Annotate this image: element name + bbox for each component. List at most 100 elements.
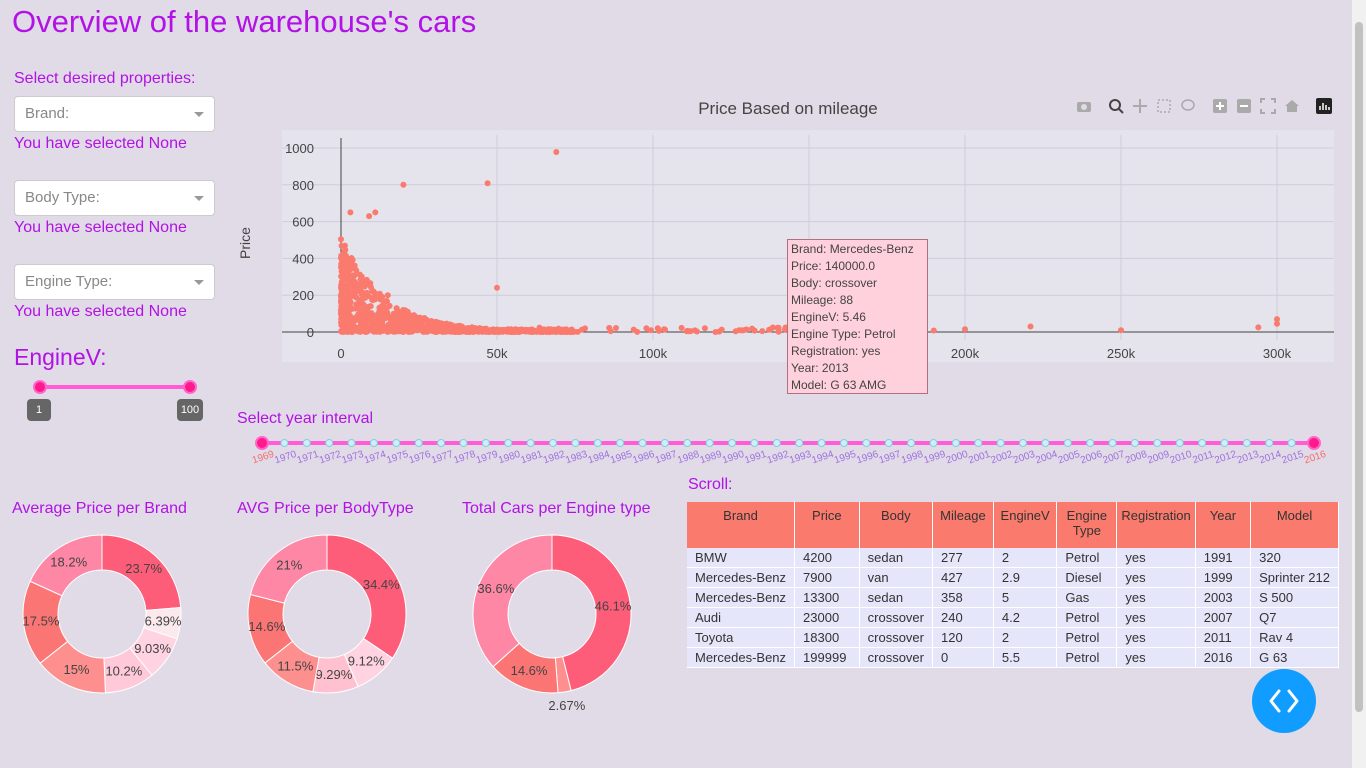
- table-row[interactable]: BMW 4200 sedan 277 2 Petrol yes 1991 320: [687, 548, 1339, 568]
- scatter-point[interactable]: [345, 280, 352, 287]
- scatter-point[interactable]: [693, 328, 700, 335]
- enginev-max-handle[interactable]: [183, 380, 197, 394]
- scatter-point[interactable]: [357, 316, 364, 323]
- scatter-point[interactable]: [411, 312, 417, 319]
- scatter-point[interactable]: [362, 320, 369, 327]
- box-select-icon[interactable]: [1156, 98, 1172, 114]
- scatter-point[interactable]: [389, 328, 396, 335]
- scatter-point[interactable]: [418, 318, 425, 325]
- scatter-point[interactable]: [363, 289, 370, 296]
- scatter-point[interactable]: [367, 303, 374, 310]
- zoom-in-icon[interactable]: [1212, 98, 1228, 114]
- scatter-point[interactable]: [484, 328, 491, 335]
- scatter-point[interactable]: [347, 315, 354, 322]
- table-row[interactable]: Toyota 18300 crossover 120 2 Petrol yes 2011 Rav…: [687, 627, 1339, 648]
- autoscale-icon[interactable]: [1260, 98, 1276, 114]
- donut-slice[interactable]: [29, 534, 103, 597]
- scatter-point[interactable]: [516, 327, 523, 334]
- scatter-point[interactable]: [930, 327, 937, 334]
- scatter-point[interactable]: [421, 324, 428, 331]
- scatter-point[interactable]: [338, 264, 345, 271]
- scatter-point[interactable]: [400, 308, 407, 315]
- donut-slice[interactable]: [551, 534, 632, 692]
- scatter-points[interactable]: [338, 149, 1280, 335]
- scatter-point[interactable]: [364, 313, 371, 320]
- scatter-point[interactable]: [643, 325, 650, 332]
- scatter-point[interactable]: [678, 324, 685, 331]
- scatter-point[interactable]: [389, 321, 396, 328]
- scatter-point[interactable]: [538, 328, 545, 335]
- scatter-point[interactable]: [338, 236, 344, 243]
- scatter-point[interactable]: [782, 326, 788, 333]
- scatter-point[interactable]: [345, 320, 352, 327]
- scatter-point[interactable]: [339, 251, 346, 258]
- scatter-point[interactable]: [379, 293, 386, 300]
- scatter-point[interactable]: [384, 323, 391, 330]
- scatter-point[interactable]: [372, 209, 379, 216]
- scatter-point[interactable]: [344, 271, 351, 278]
- year-start-handle[interactable]: [255, 436, 269, 450]
- scatter-point[interactable]: [387, 313, 394, 320]
- scatter-point[interactable]: [494, 284, 500, 291]
- table-header-cell[interactable]: Body: [859, 502, 934, 548]
- scatter-point[interactable]: [355, 328, 361, 335]
- scatter-point[interactable]: [371, 289, 378, 296]
- scatter-point[interactable]: [1118, 327, 1124, 334]
- table-row[interactable]: Mercedes-Benz 13300 sedan 358 5 Gas yes 2003 S 5…: [687, 587, 1339, 608]
- brand-dropdown[interactable]: Brand:: [14, 96, 215, 132]
- table-row[interactable]: Mercedes-Benz 7900 van 427 2.9 Diesel yes 1999 S…: [687, 567, 1339, 588]
- car-table-container[interactable]: Brand Price Body Mileage EngineV Engine Type R…: [687, 502, 1339, 701]
- scatter-point[interactable]: [634, 328, 641, 335]
- scatter-point[interactable]: [347, 209, 354, 216]
- scatter-point[interactable]: [553, 149, 560, 155]
- scatter-point[interactable]: [400, 181, 407, 188]
- scatter-point[interactable]: [962, 326, 968, 333]
- plotly-logo-icon[interactable]: [1316, 98, 1332, 114]
- table-row[interactable]: Audi 23000 crossover 240 4.2 Petrol yes 2007 Q7: [687, 607, 1339, 628]
- scatter-point[interactable]: [732, 328, 739, 335]
- scatter-point[interactable]: [648, 327, 654, 334]
- scatter-point[interactable]: [344, 256, 351, 263]
- scatter-point[interactable]: [443, 320, 450, 327]
- scatter-point[interactable]: [380, 314, 387, 321]
- scatter-point[interactable]: [476, 325, 483, 332]
- scatter-point[interactable]: [349, 328, 356, 335]
- scatter-point[interactable]: [775, 328, 782, 335]
- donut-slice[interactable]: [472, 534, 553, 668]
- zoom-out-icon[interactable]: [1236, 98, 1252, 114]
- donut-slice[interactable]: [249, 534, 328, 604]
- scatter-point[interactable]: [349, 283, 356, 290]
- scatter-point[interactable]: [356, 297, 363, 304]
- scatter-point[interactable]: [379, 319, 386, 326]
- scatter-point[interactable]: [351, 272, 358, 279]
- scatter-point[interactable]: [455, 328, 462, 335]
- scatter-point[interactable]: [450, 328, 457, 335]
- table-header-cell[interactable]: Model: [1250, 502, 1339, 548]
- scatter-point[interactable]: [370, 328, 377, 335]
- scatter-point[interactable]: [510, 329, 517, 335]
- scatter-point[interactable]: [409, 326, 416, 333]
- scatter-point[interactable]: [383, 309, 390, 316]
- scatter-point[interactable]: [356, 271, 363, 278]
- scatter-point[interactable]: [1274, 316, 1280, 323]
- scatter-point[interactable]: [371, 296, 378, 303]
- table-header-cell[interactable]: Registration: [1116, 502, 1196, 548]
- table-row[interactable]: Mercedes-Benz 199999 crossover 0 5.5 Petrol ye…: [687, 647, 1339, 668]
- pan-icon[interactable]: [1132, 98, 1148, 114]
- scatter-point[interactable]: [359, 289, 366, 296]
- scatter-point[interactable]: [561, 328, 568, 335]
- scrollbar-thumb[interactable]: [1355, 22, 1363, 712]
- scatter-point[interactable]: [347, 302, 353, 309]
- scatter-point[interactable]: [766, 326, 773, 333]
- scatter-point[interactable]: [338, 292, 344, 299]
- table-header-cell[interactable]: Year: [1195, 502, 1252, 548]
- table-header-cell[interactable]: EngineV: [993, 502, 1058, 548]
- scatter-point[interactable]: [405, 314, 411, 321]
- scatter-point[interactable]: [759, 328, 766, 335]
- table-header-cell[interactable]: Price: [794, 502, 860, 548]
- scatter-point[interactable]: [567, 327, 574, 334]
- engine-count-donut[interactable]: 46.1% 2.67% 14.6% 36.6%: [472, 534, 632, 713]
- scatter-point[interactable]: [684, 327, 691, 334]
- scatter-point[interactable]: [716, 328, 723, 335]
- scatter-point[interactable]: [358, 309, 365, 316]
